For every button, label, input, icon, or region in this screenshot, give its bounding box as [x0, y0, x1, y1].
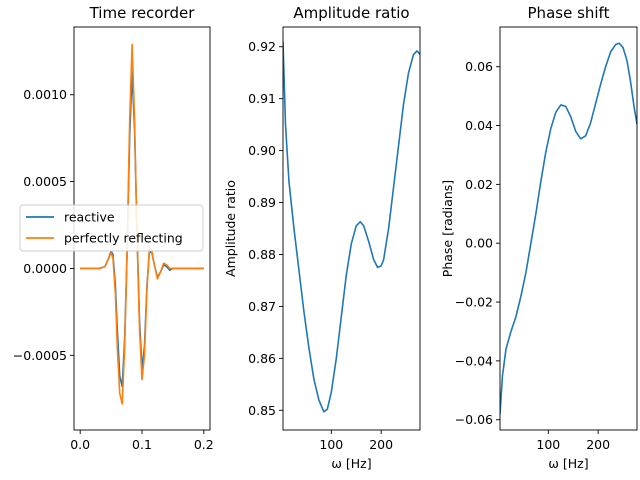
- y-tick-label: 0.88: [248, 247, 276, 262]
- x-tick-label: 200: [369, 437, 393, 452]
- y-tick-label: −0.04: [455, 353, 493, 368]
- y-tick-label: 0.87: [248, 299, 276, 314]
- y-tick-label: 0.89: [248, 195, 276, 210]
- chart-panel-2: 100 200 0.85 0.86 0.87 0.88 0.89 0.90 0.91 0.92 Am…: [223, 4, 421, 471]
- chart-title: Time recorder: [89, 4, 196, 22]
- y-tick-label: 0.91: [248, 91, 276, 106]
- chart-panel-1: 0.0 0.1 0.2 −0.0005 0.0000 0.0005 0.0010 Time r…: [13, 4, 214, 452]
- y-tick-label: −0.0005: [13, 348, 67, 363]
- chart-title: Phase shift: [528, 4, 610, 22]
- x-axis-label: ω [Hz]: [548, 456, 588, 471]
- series-line-1: [283, 41, 420, 413]
- y-tick-label: 0.00: [465, 236, 493, 251]
- x-tick-label: 200: [586, 437, 610, 452]
- x-tick-label: 100: [319, 437, 343, 452]
- y-tick-label: 0.04: [465, 118, 493, 133]
- x-tick-label: 0.0: [70, 437, 90, 452]
- x-tick-label: 100: [536, 437, 560, 452]
- series-line-1: [500, 42, 637, 414]
- y-axis-label: Amplitude ratio: [223, 180, 238, 277]
- legend-label: perfectly reflecting: [64, 231, 183, 246]
- legend-box: [19, 204, 204, 252]
- legend-label: reactive: [64, 210, 115, 225]
- y-tick-label: 0.90: [248, 143, 276, 158]
- y-tick-label: 0.06: [465, 59, 493, 74]
- y-tick-label: −0.02: [455, 295, 493, 310]
- x-tick-label: 0.2: [194, 437, 214, 452]
- y-tick-label: 0.86: [248, 351, 276, 366]
- y-tick-label: 0.85: [248, 403, 276, 418]
- y-tick-label: −0.06: [455, 412, 493, 427]
- x-tick-label: 0.1: [132, 437, 152, 452]
- plot-frame: [282, 26, 421, 431]
- chart-title: Amplitude ratio: [293, 4, 409, 22]
- y-axis-label: Phase [radians]: [440, 180, 455, 277]
- plot-frame: [499, 26, 638, 431]
- y-tick-label: 0.02: [465, 177, 493, 192]
- y-tick-label: 0.92: [248, 39, 276, 54]
- x-axis-label: ω [Hz]: [331, 456, 371, 471]
- series-line-2: [80, 43, 204, 405]
- legend: reactive perfectly reflecting: [19, 204, 204, 252]
- y-tick-label: 0.0000: [23, 261, 67, 276]
- chart-panel-3: 100 200 −0.06 −0.04 −0.02 0.00 0.02 0.04 0.06 Pha…: [440, 4, 638, 471]
- y-tick-label: 0.0010: [23, 87, 67, 102]
- y-tick-label: 0.0005: [23, 174, 67, 189]
